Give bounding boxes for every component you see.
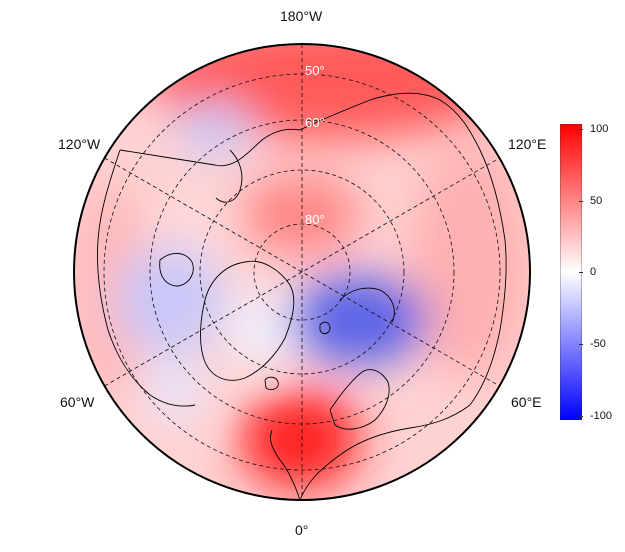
colorbar-tick [579,416,583,417]
coastlines [97,92,507,500]
lat-label-50: 50° [305,63,325,78]
colorbar-tick [579,129,583,130]
lon-label-60e: 60°E [511,394,542,410]
colorbar-tick-label-0: 0 [590,266,597,278]
map-boundary [73,43,531,501]
lon-label-60w: 60°W [60,394,95,410]
lon-label-0: 0° [295,522,309,538]
colorbar-tick [579,201,583,202]
colorbar [560,124,582,420]
colorbar-tick [579,344,583,345]
colorbar-tick-label-neg100: -100 [590,410,613,422]
lat-label-60: 60° [305,115,325,130]
lat-label-80: 80° [305,212,325,227]
lon-label-180w: 180°W [280,8,323,24]
anomaly-field [74,44,530,500]
colorbar-tick [579,272,583,273]
colorbar-tick-label-50: 50 [590,195,603,207]
colorbar-tick-label-100: 100 [590,123,609,135]
lon-label-120w: 120°W [58,136,101,152]
lon-label-120e: 120°E [508,136,547,152]
graticule [103,44,501,500]
colorbar-tick-label-neg50: -50 [590,338,606,350]
